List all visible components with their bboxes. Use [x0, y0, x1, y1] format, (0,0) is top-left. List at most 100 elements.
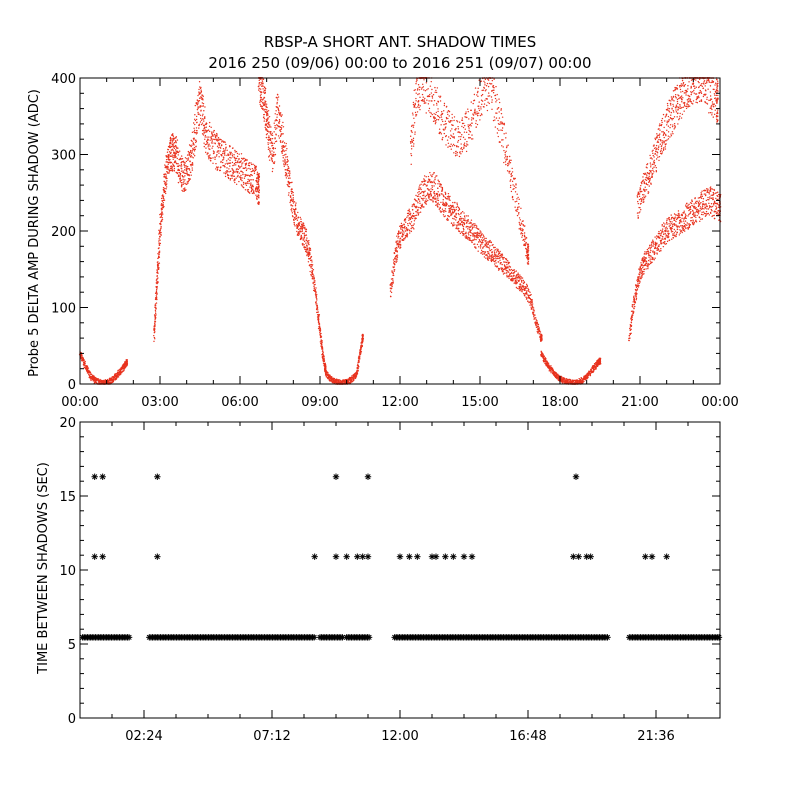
data-point [472, 234, 474, 236]
data-point [523, 244, 526, 247]
data-point [531, 299, 533, 302]
data-point [306, 250, 308, 252]
data-point [424, 190, 426, 192]
data-point [217, 138, 219, 140]
data-point [405, 230, 407, 232]
data-point [269, 153, 272, 155]
data-point [470, 229, 472, 231]
data-point [259, 95, 262, 97]
data-point [465, 145, 467, 147]
data-point [288, 192, 290, 194]
data-point [457, 141, 459, 143]
data-point [431, 88, 433, 91]
data-point [461, 223, 464, 226]
data-point [501, 254, 504, 256]
data-point [273, 142, 275, 145]
data-point [477, 95, 479, 98]
data-point [424, 89, 427, 92]
data-point [306, 254, 308, 257]
data-point [491, 108, 493, 111]
data-point [303, 244, 305, 246]
data-point [244, 158, 247, 161]
data-point [505, 137, 507, 139]
data-point [446, 203, 448, 205]
data-point [193, 129, 196, 132]
data-point [179, 175, 181, 177]
data-point [456, 120, 458, 122]
data-point [206, 142, 209, 144]
data-point [480, 231, 482, 233]
data-point [263, 116, 265, 118]
data-point [311, 267, 313, 270]
data-point [487, 95, 489, 97]
data-point [250, 162, 252, 164]
data-point [154, 303, 157, 305]
data-point [266, 130, 269, 133]
data-point [208, 143, 210, 145]
data-point [166, 155, 168, 158]
data-point [483, 256, 486, 258]
data-point [522, 238, 525, 241]
data-point [154, 325, 156, 328]
data-point [431, 95, 434, 98]
data-point [496, 112, 498, 114]
data-point [182, 181, 184, 184]
data-point [428, 197, 430, 199]
data-point [268, 135, 270, 137]
data-point [478, 235, 481, 237]
data-point [358, 355, 361, 357]
data-point [271, 144, 274, 147]
data-point [514, 191, 517, 193]
data-point [467, 108, 469, 110]
data-point [270, 141, 273, 143]
data-point [241, 179, 243, 182]
data-point [210, 126, 212, 129]
data-point [287, 185, 290, 188]
data-point [492, 89, 494, 91]
data-point [468, 118, 470, 120]
data-point [518, 279, 521, 281]
data-point [165, 188, 167, 190]
data-point [253, 172, 256, 175]
data-point [451, 213, 453, 216]
data-point [157, 253, 159, 255]
data-point [169, 158, 171, 161]
data-point [490, 260, 493, 263]
data-point [461, 211, 464, 213]
data-point [166, 151, 169, 153]
data-point [515, 277, 517, 279]
data-point [305, 234, 308, 236]
data-point [441, 208, 444, 210]
data-point [229, 165, 231, 167]
data-point [496, 99, 498, 101]
data-point [223, 141, 225, 143]
data-point [510, 268, 512, 271]
data-point [264, 89, 266, 92]
data-point [185, 189, 187, 191]
data-point [509, 170, 511, 173]
data-point [432, 94, 435, 96]
data-point [458, 121, 461, 123]
data-point [164, 166, 166, 168]
data-point [431, 100, 433, 102]
data-point [189, 171, 192, 174]
data-point [496, 93, 498, 96]
data-point [475, 122, 477, 125]
data-point [400, 231, 402, 233]
data-point [283, 161, 286, 163]
data-point [300, 226, 302, 229]
data-point [240, 184, 243, 186]
data-point [538, 329, 541, 331]
data-point [443, 110, 445, 112]
data-point [481, 103, 483, 106]
data-point [297, 234, 300, 236]
data-point [527, 261, 530, 263]
data-point [294, 204, 297, 206]
data-point [476, 123, 479, 126]
data-point [471, 228, 474, 230]
data-point [516, 200, 518, 203]
data-point [467, 110, 469, 113]
data-point [417, 88, 419, 90]
data-point [440, 186, 442, 188]
data-point [162, 194, 164, 196]
